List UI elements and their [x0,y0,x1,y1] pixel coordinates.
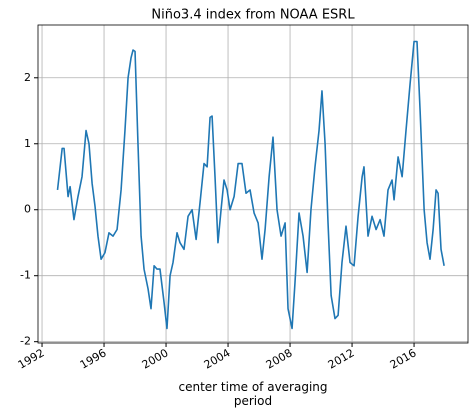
x-tick-label: 2008 [264,346,295,371]
y-tick-label: -1 [20,269,31,282]
plot-frame [37,24,469,344]
x-tick-label: 2012 [326,346,357,371]
x-axis-label: center time of averaging period [178,380,328,408]
chart-title: Niño3.4 index from NOAA ESRL [151,8,355,23]
x-tick-label: 2000 [140,346,171,371]
x-tick-label: 2004 [202,346,233,371]
y-tick-label: 0 [24,203,31,216]
x-tick-label: 1992 [16,346,47,371]
y-tick-label: -2 [20,335,31,348]
x-tick-label: 1996 [78,346,109,371]
data-line [56,40,445,330]
y-tick-label: 1 [24,137,31,150]
y-tick-label: 2 [24,71,31,84]
x-tick-label: 2016 [388,346,419,371]
